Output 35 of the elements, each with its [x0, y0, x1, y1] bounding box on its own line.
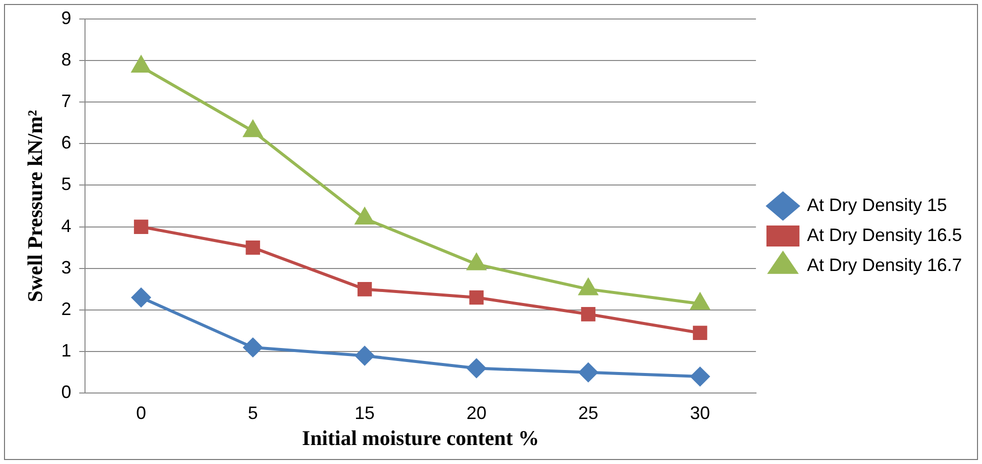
- x-axis-title: Initial moisture content %: [302, 426, 540, 450]
- point: [134, 220, 148, 234]
- y-tick-label: 2: [61, 298, 72, 319]
- y-tick-label: 7: [61, 90, 72, 111]
- y-tick-label: 8: [61, 49, 72, 70]
- point: [244, 120, 262, 138]
- x-tick-label: 0: [136, 402, 146, 423]
- legend-label: At Dry Density 16.7: [806, 254, 962, 275]
- point: [132, 56, 150, 73]
- x-tick-label: 25: [578, 402, 598, 423]
- point: [690, 367, 710, 386]
- x-tick-label: 30: [690, 402, 710, 423]
- point: [246, 240, 260, 255]
- point: [581, 307, 596, 322]
- y-axis-title: Swell Pressure kN/m²: [23, 110, 48, 302]
- point: [692, 326, 708, 340]
- x-tick-label: 20: [466, 402, 486, 423]
- y-tick-label: 6: [61, 132, 72, 153]
- x-tick-label: 5: [248, 402, 258, 423]
- point: [243, 338, 262, 357]
- x-tick-label: 15: [354, 402, 375, 423]
- point: [355, 346, 374, 366]
- point: [132, 288, 151, 308]
- legend-label: At Dry Density 15: [806, 194, 947, 215]
- point: [578, 362, 598, 382]
- point: [469, 290, 484, 305]
- y-tick-label: 5: [61, 174, 72, 194]
- y-tick-label: 0: [61, 382, 72, 402]
- y-tick-label: 4: [61, 216, 72, 236]
- point: [358, 282, 372, 296]
- y-tick-label: 3: [61, 257, 72, 278]
- y-tick-label: 1: [61, 340, 72, 361]
- y-tick-label: 9: [61, 8, 72, 28]
- legend-label: At Dry Density 16.5: [806, 224, 962, 245]
- point: [466, 358, 486, 378]
